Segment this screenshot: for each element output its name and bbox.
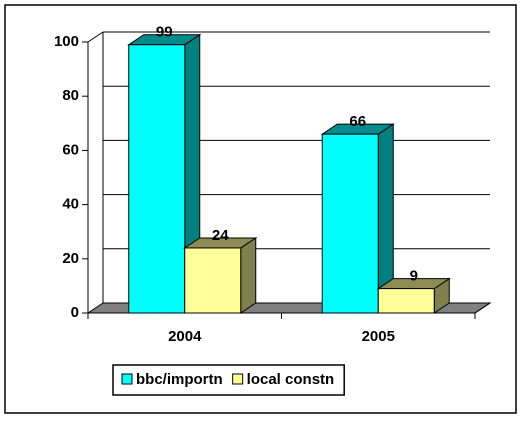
value-label: 9 <box>410 268 418 285</box>
y-tick-label: 100 <box>54 33 79 50</box>
bar <box>377 288 435 314</box>
y-tick-label: 60 <box>62 141 79 158</box>
legend-label: bbc/importn <box>136 371 223 388</box>
y-tick-label: 0 <box>71 304 79 321</box>
y-tick-label: 40 <box>62 196 79 213</box>
bar <box>321 133 379 314</box>
x-tick-label: 2005 <box>362 328 395 345</box>
legend: bbc/importn local constn <box>112 364 345 396</box>
bar-side <box>240 237 257 314</box>
legend-label: local constn <box>247 371 335 388</box>
legend-box <box>112 364 345 396</box>
value-label: 99 <box>156 24 173 41</box>
value-label: 24 <box>212 227 229 244</box>
x-tick-label: 2004 <box>168 328 202 345</box>
chart-frame <box>4 4 517 414</box>
y-tick-label: 20 <box>62 250 79 267</box>
floor-edge <box>474 302 491 314</box>
legend-swatch <box>121 373 133 385</box>
bar <box>184 247 242 314</box>
value-label: 66 <box>349 113 366 130</box>
bar <box>128 44 186 314</box>
y-tick-label: 80 <box>62 87 79 104</box>
y-axis-top <box>87 31 104 43</box>
legend-swatch <box>232 373 244 385</box>
